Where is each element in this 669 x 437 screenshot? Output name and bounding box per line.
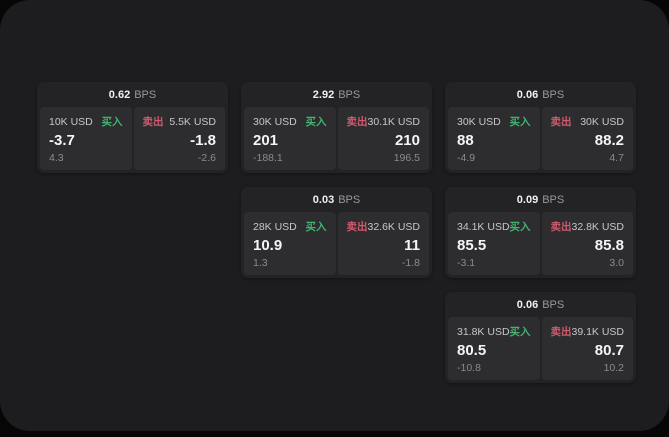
spread-unit: BPS: [338, 193, 361, 206]
buy-size: 31.8K USD: [457, 326, 510, 338]
buy-tile[interactable]: 10K USD 买入 -3.7 4.3: [40, 107, 132, 170]
sell-tile[interactable]: 卖出 5.5K USD -1.8 -2.6: [133, 107, 225, 170]
spread-header: 0.06 BPS: [448, 82, 633, 107]
sell-sub-value: 4.7: [609, 152, 624, 164]
buy-tile[interactable]: 31.8K USD 买入 80.5 -10.8: [448, 317, 540, 380]
buy-side-label: 买入: [509, 326, 531, 338]
buy-sub-value: 4.3: [49, 152, 64, 164]
buy-size: 10K USD: [49, 116, 93, 128]
quote-card: 0.06 BPS 31.8K USD 买入 80.5 -10.8 卖出 39.1…: [445, 292, 636, 383]
buy-tile[interactable]: 30K USD 买入 201 -188.1: [244, 107, 336, 170]
quote-card-grid: 0.62 BPS 10K USD 买入 -3.7 4.3 卖出 5.5K USD: [37, 82, 636, 383]
buy-tile[interactable]: 30K USD 买入 88 -4.9: [448, 107, 540, 170]
buy-side-label: 买入: [509, 116, 531, 128]
buy-size: 28K USD: [253, 221, 297, 233]
sell-size: 30.1K USD: [367, 116, 421, 128]
buy-price: 80.5: [457, 342, 487, 359]
buy-price: 85.5: [457, 237, 487, 254]
buy-size: 30K USD: [253, 116, 297, 128]
buy-size: 30K USD: [457, 116, 501, 128]
quote-card: 2.92 BPS 30K USD 买入 201 -188.1 卖出 30.1K …: [241, 82, 432, 173]
sell-price: 210: [394, 132, 420, 149]
sell-price: 11: [404, 237, 420, 254]
buy-price: 88: [457, 132, 474, 149]
spread-header: 0.09 BPS: [448, 187, 633, 212]
spread-value: 0.03: [312, 193, 335, 206]
sell-side-label: 卖出: [550, 326, 572, 338]
sell-side-label: 卖出: [346, 221, 368, 233]
buy-sub-value: -188.1: [253, 152, 283, 164]
buy-price: 10.9: [253, 237, 283, 254]
sell-tile[interactable]: 卖出 32.8K USD 85.8 3.0: [541, 212, 633, 275]
buy-price: 201: [253, 132, 279, 149]
sell-size: 5.5K USD: [169, 116, 216, 128]
spread-value: 2.92: [312, 88, 335, 101]
spread-unit: BPS: [542, 88, 565, 101]
sell-sub-value: -1.8: [401, 257, 420, 269]
sell-size: 30K USD: [580, 116, 624, 128]
quote-card: 0.62 BPS 10K USD 买入 -3.7 4.3 卖出 5.5K USD: [37, 82, 228, 173]
buy-side-label: 买入: [305, 221, 327, 233]
spread-header: 2.92 BPS: [244, 82, 429, 107]
sell-tile[interactable]: 卖出 32.6K USD 11 -1.8: [337, 212, 429, 275]
sell-side-label: 卖出: [346, 116, 368, 128]
spread-unit: BPS: [542, 298, 565, 311]
sell-side-label: 卖出: [142, 116, 164, 128]
sell-price: 80.7: [594, 342, 624, 359]
buy-sub-value: -10.8: [457, 362, 481, 374]
sell-price: -1.8: [190, 132, 216, 149]
spread-value: 0.09: [516, 193, 539, 206]
sell-size: 39.1K USD: [571, 326, 625, 338]
sell-price: 88.2: [594, 132, 624, 149]
spread-header: 0.03 BPS: [244, 187, 429, 212]
buy-size: 34.1K USD: [457, 221, 510, 233]
buy-side-label: 买入: [305, 116, 327, 128]
sell-sub-value: 3.0: [609, 257, 624, 269]
sell-size: 32.8K USD: [571, 221, 625, 233]
buy-side-label: 买入: [509, 221, 531, 233]
sell-tile[interactable]: 卖出 30.1K USD 210 196.5: [337, 107, 429, 170]
buy-tile[interactable]: 34.1K USD 买入 85.5 -3.1: [448, 212, 540, 275]
sell-sub-value: -2.6: [197, 152, 216, 164]
spread-header: 0.06 BPS: [448, 292, 633, 317]
spread-value: 0.62: [108, 88, 131, 101]
sell-sub-value: 10.2: [603, 362, 624, 374]
quote-card: 0.09 BPS 34.1K USD 买入 85.5 -3.1 卖出 32.8K…: [445, 187, 636, 278]
spread-unit: BPS: [338, 88, 361, 101]
buy-price: -3.7: [49, 132, 75, 149]
buy-sub-value: -3.1: [457, 257, 476, 269]
spread-value: 0.06: [516, 298, 539, 311]
buy-tile[interactable]: 28K USD 买入 10.9 1.3: [244, 212, 336, 275]
spread-value: 0.06: [516, 88, 539, 101]
buy-sub-value: 1.3: [253, 257, 268, 269]
quote-card: 0.06 BPS 30K USD 买入 88 -4.9 卖出 30K USD: [445, 82, 636, 173]
sell-price: 85.8: [594, 237, 624, 254]
buy-sub-value: -4.9: [457, 152, 476, 164]
quote-card: 0.03 BPS 28K USD 买入 10.9 1.3 卖出 32.6K US…: [241, 187, 432, 278]
sell-side-label: 卖出: [550, 221, 572, 233]
spread-unit: BPS: [134, 88, 157, 101]
spread-header: 0.62 BPS: [40, 82, 225, 107]
buy-side-label: 买入: [101, 116, 123, 128]
spread-unit: BPS: [542, 193, 565, 206]
sell-sub-value: 196.5: [393, 152, 420, 164]
sell-tile[interactable]: 卖出 39.1K USD 80.7 10.2: [541, 317, 633, 380]
sell-size: 32.6K USD: [367, 221, 421, 233]
sell-side-label: 卖出: [550, 116, 572, 128]
sell-tile[interactable]: 卖出 30K USD 88.2 4.7: [541, 107, 633, 170]
